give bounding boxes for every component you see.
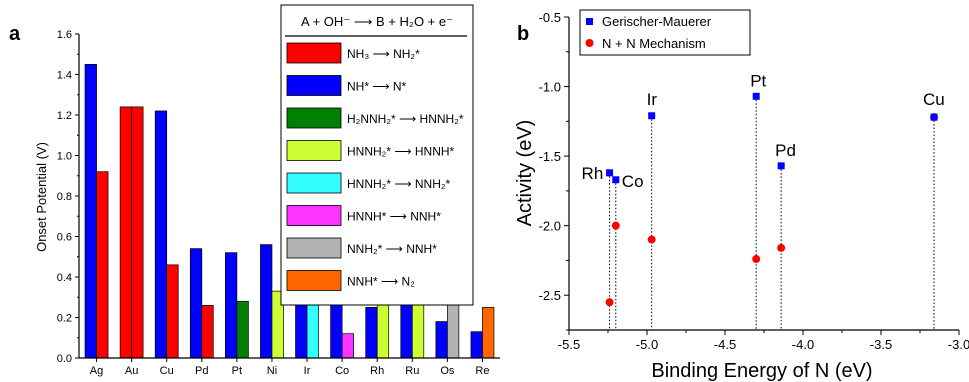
panel-a-y-tick-label: 1.0 <box>57 151 72 163</box>
panel-a-y-tick-label: 1.4 <box>57 70 72 82</box>
panel-a-legend-swatch <box>286 237 342 259</box>
bar-co-right <box>341 333 354 359</box>
panel-a-y-tick-label: 0.4 <box>57 272 72 284</box>
gm-point-pt <box>752 92 760 100</box>
bar-au-right <box>131 106 144 359</box>
panel-a-x-tick-label: Rh <box>370 365 384 377</box>
gm-point-cu <box>930 113 938 121</box>
panel-a-x-tick-label: Ni <box>267 365 277 377</box>
panel-a-x-tick-label: Re <box>475 365 489 377</box>
legend-square-marker <box>586 18 593 25</box>
panel-a-legend-swatch <box>286 270 342 291</box>
panel-a-legend-step: NH* ⟶ N* <box>347 80 407 94</box>
bar-au-left <box>119 106 132 359</box>
panel-a-x-tick-label: Ag <box>90 365 103 377</box>
panel-a-x-tick-label: Os <box>440 365 455 377</box>
gm-point-rh <box>606 169 614 177</box>
panel-a-legend-step: HNNH₂* ⟶ NNH₂* <box>347 177 451 191</box>
panel-b-y-tick-label: -1.5 <box>539 149 561 164</box>
panel-b-y-tick-label: -0.5 <box>539 10 561 25</box>
bar-pd-left <box>189 248 203 359</box>
panel-a-label: a <box>9 23 21 45</box>
panel-a-y-axis-label: Onset Potential (V) <box>34 142 49 252</box>
panel-b-label: b <box>517 23 529 45</box>
panel-a-x-tick-label: Co <box>335 365 349 377</box>
nn-point-co <box>611 221 620 230</box>
panel-a-legend-swatch <box>286 75 342 96</box>
bar-re-right <box>482 307 495 359</box>
panel-b-y-tick-label: -2.0 <box>539 219 561 234</box>
panel-a-y-tick-label: 0.0 <box>57 353 72 365</box>
panel-a-legend-step: H₂NNH₂* ⟶ HNNH₂* <box>347 112 464 126</box>
panel-a-legend-swatch <box>286 172 342 194</box>
panel-a-y-tick-label: 0.6 <box>57 232 72 244</box>
legend-entry-nn-mechanism: N + N Mechanism <box>602 36 706 51</box>
bar-os-left <box>435 321 448 359</box>
bar-cu-right <box>166 264 179 359</box>
point-label-co: Co <box>622 172 644 191</box>
nn-point-ir <box>647 235 656 244</box>
point-label-pd: Pd <box>775 141 796 160</box>
panel-b-legend-box <box>579 9 751 56</box>
panel-a-chart: a Onset Potential (V) 0.0 0.2 0.4 0.6 0.8 1.0… <box>9 4 500 377</box>
panel-b-x-tick-label: -3.0 <box>948 337 969 352</box>
nn-point-pt <box>752 255 761 264</box>
bar-pt-left <box>225 252 238 359</box>
panel-a-legend-title: A + OH⁻ ⟶ B + H₂O + e⁻ <box>301 14 453 29</box>
bar-cu-left <box>154 110 168 359</box>
nn-point-rh <box>605 298 614 307</box>
bar-re-left <box>470 331 483 359</box>
panel-b-x-axis-label: Binding Energy of N (eV) <box>651 360 872 382</box>
panel-a-y-tick-label: 0.8 <box>57 191 72 203</box>
panel-b-y-tick-label: -1.0 <box>539 80 561 95</box>
panel-a-x-tick-label: Pd <box>195 365 208 377</box>
point-label-cu: Cu <box>923 90 945 109</box>
panel-a-legend: A + OH⁻ ⟶ B + H₂O + e⁻ NH₃ ⟶ NH₂* NH* ⟶ N*… <box>280 4 474 306</box>
panel-a-legend-step: NNH₂* ⟶ NNH* <box>347 242 437 256</box>
bar-pd-right <box>201 305 214 359</box>
panel-a-x-tick-label: Cu <box>160 365 174 377</box>
bar-ni-left <box>260 244 273 359</box>
panel-a-legend-step: HNNH* ⟶ NNH* <box>347 210 441 224</box>
panel-a-y-tick-label: 1.6 <box>57 29 72 41</box>
panel-a-legend-step: HNNH₂* ⟶ HNNH* <box>347 145 455 159</box>
panel-b-x-tick-label: -3.5 <box>870 337 892 352</box>
point-label-pt: Pt <box>750 71 766 90</box>
panel-a-x-tick-label: Pt <box>232 365 242 377</box>
panel-a-legend-step: NH₃ ⟶ NH₂* <box>347 47 420 61</box>
gm-point-co <box>612 176 620 184</box>
bar-os-right <box>447 296 460 359</box>
panel-b-legend: Gerischer-Mauerer N + N Mechanism <box>579 9 751 56</box>
panel-a-legend-swatch <box>286 140 342 161</box>
panel-b-x-tick-label: -4.5 <box>714 337 736 352</box>
bar-ag-right <box>96 171 109 359</box>
nn-point-pd <box>777 243 786 252</box>
panel-b-chart: b Activity (eV) Binding Energy of N (eV)… <box>514 9 969 382</box>
panel-b-x-tick-label: -4.0 <box>792 337 814 352</box>
legend-circle-marker <box>585 39 594 47</box>
panel-a-legend-step: NNH* ⟶ N₂ <box>347 275 415 289</box>
legend-entry-gerischer-mauerer: Gerischer-Mauerer <box>602 14 712 29</box>
panel-a-x-tick-label: Ir <box>304 365 311 377</box>
gm-point-ir <box>648 112 656 120</box>
panel-b-x-tick-label: -5.0 <box>636 337 658 352</box>
point-label-rh: Rh <box>582 164 604 183</box>
panel-a-y-tick-label: 0.2 <box>57 313 72 325</box>
gm-point-pd <box>777 162 785 170</box>
panel-a-legend-swatch <box>286 107 342 129</box>
panel-a-y-tick-label: 1.2 <box>57 110 72 122</box>
point-label-ir: Ir <box>647 90 658 109</box>
bar-pt-right <box>236 300 249 359</box>
bar-ag-left <box>84 64 97 359</box>
panel-a-x-tick-label: Au <box>125 365 138 377</box>
panel-a-legend-swatch <box>286 42 342 64</box>
panel-b-x-tick-label: -5.5 <box>558 337 580 352</box>
panel-b-y-axis-label: Activity (eV) <box>514 120 536 227</box>
panel-a-legend-swatch <box>286 205 342 226</box>
bar-rh-left <box>365 307 378 359</box>
panel-b-y-tick-label: -2.5 <box>539 288 561 303</box>
panel-a-x-tick-label: Ru <box>405 365 419 377</box>
